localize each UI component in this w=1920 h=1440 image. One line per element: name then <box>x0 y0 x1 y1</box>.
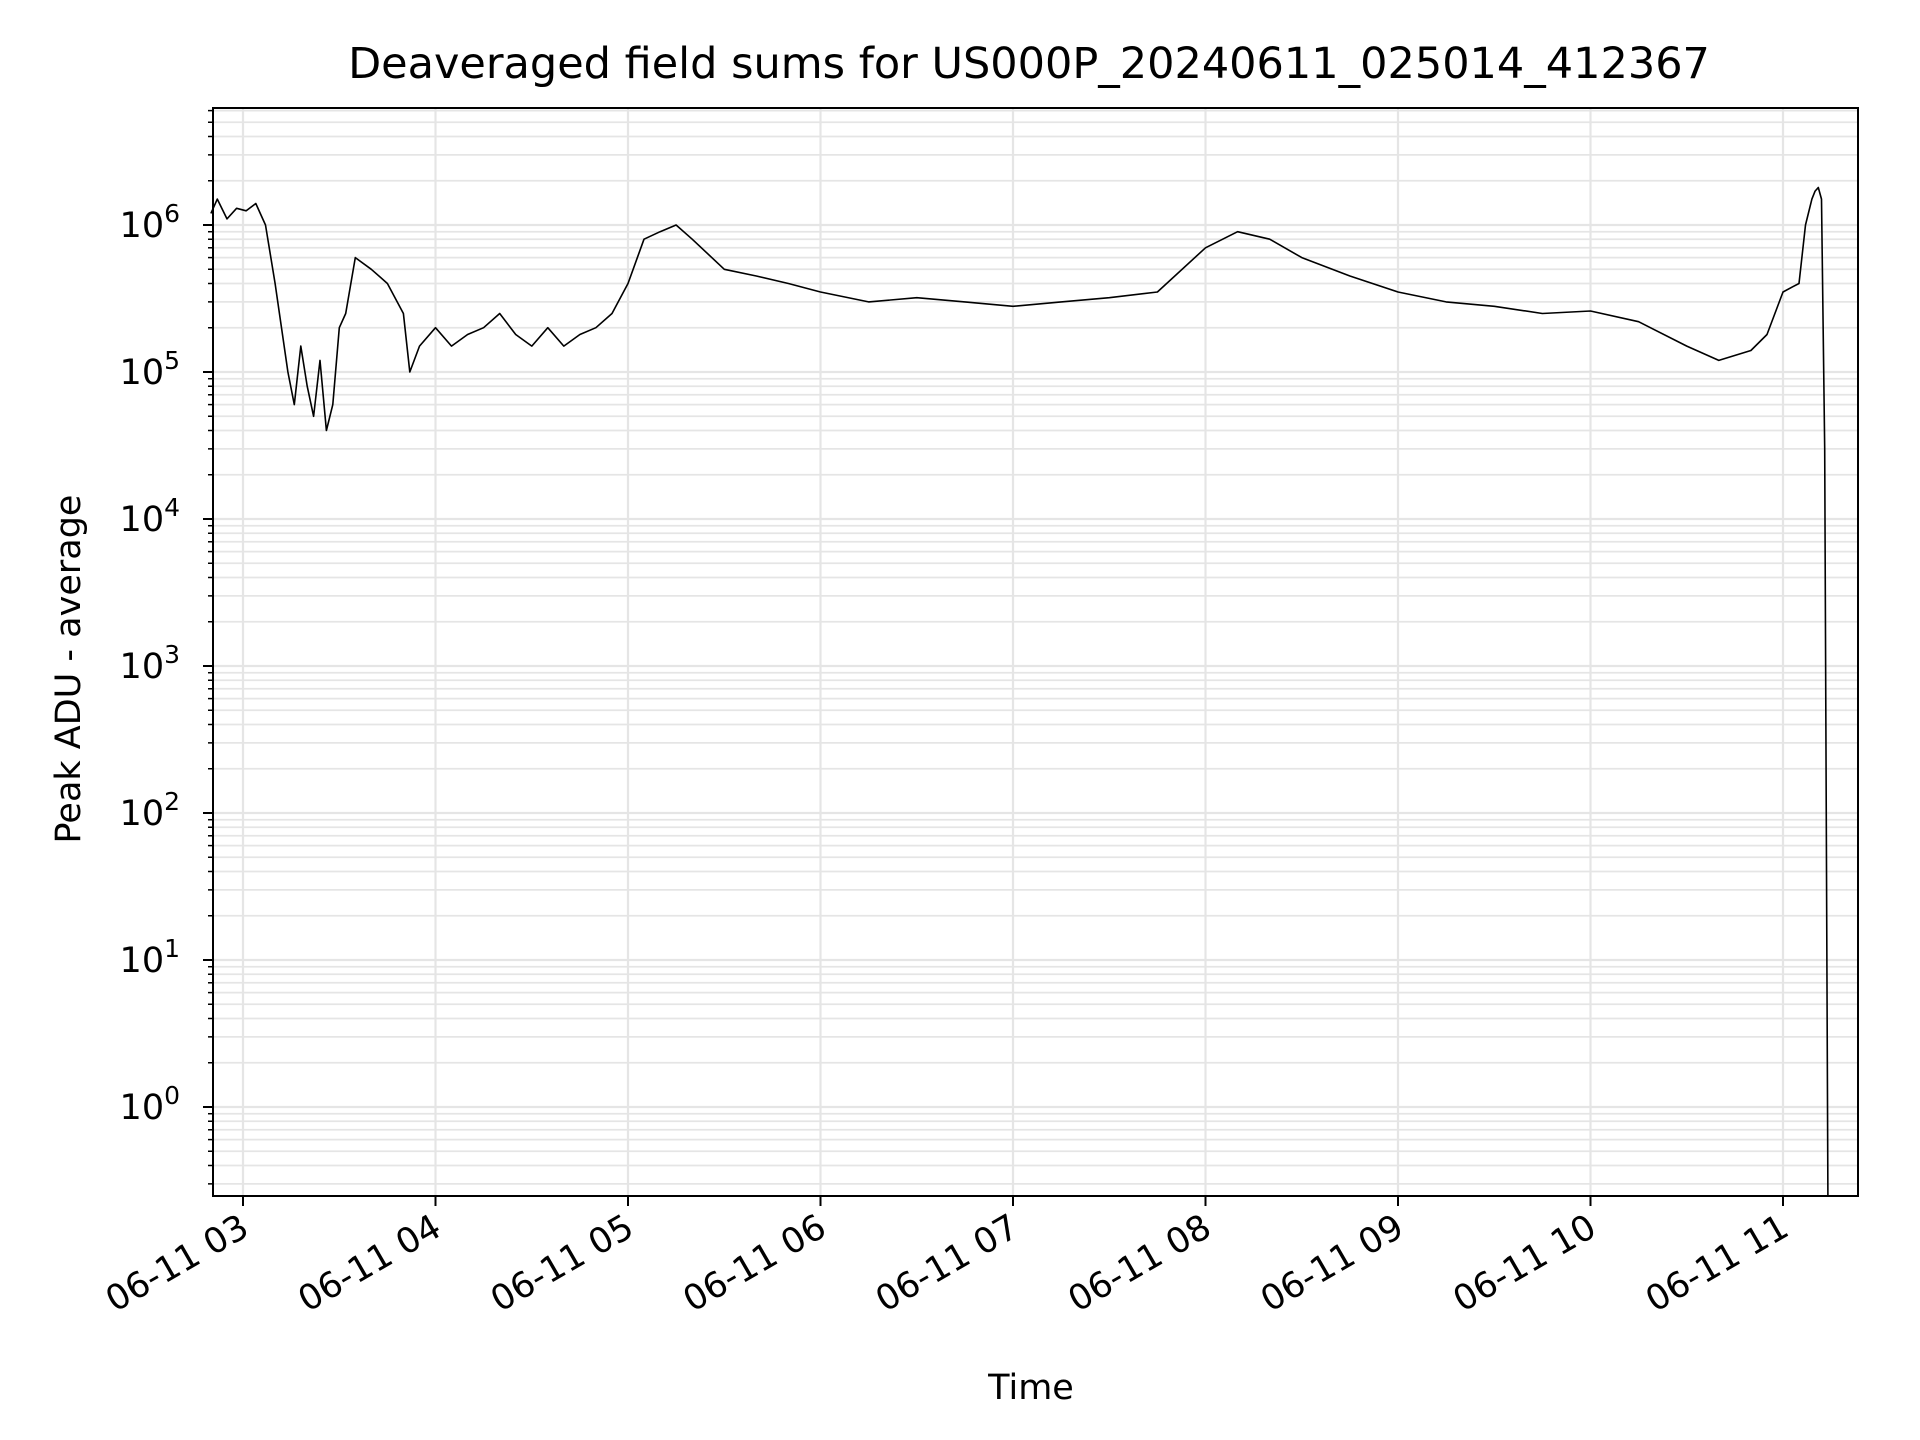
y-tick-label: 106 <box>120 199 180 246</box>
y-tick-label: 103 <box>120 640 180 687</box>
x-tick-label: 06-11 05 <box>484 1207 640 1320</box>
y-tick-label: 104 <box>120 493 180 540</box>
x-axis-label: Time <box>987 1368 1074 1408</box>
x-tick-label: 06-11 11 <box>1639 1207 1795 1320</box>
y-axis-label: Peak ADU - average <box>49 495 89 844</box>
data-series-line <box>210 186 1829 1196</box>
x-tick-label: 06-11 04 <box>292 1207 448 1320</box>
y-tick-label: 101 <box>120 934 180 981</box>
y-axis: 100 101 102 103 104 105 106 <box>120 109 213 1185</box>
major-gridlines <box>213 108 1858 1196</box>
y-tick-label: 102 <box>120 787 180 834</box>
x-axis: 06-11 03 06-11 04 06-11 05 06-11 06 06-11 07… <box>99 1196 1796 1320</box>
y-tick-label: 105 <box>120 346 180 393</box>
x-tick-label: 06-11 06 <box>677 1207 833 1320</box>
y-tick-label: 100 <box>120 1081 180 1128</box>
series-line-group <box>210 186 1829 1196</box>
x-tick-label: 06-11 09 <box>1254 1207 1410 1320</box>
minor-gridlines <box>213 109 1858 1185</box>
chart-title: Deaveraged field sums for US000P_2024061… <box>348 39 1710 89</box>
x-tick-label: 06-11 10 <box>1447 1207 1603 1320</box>
x-tick-label: 06-11 08 <box>1062 1207 1218 1320</box>
plot-frame <box>212 107 1859 1197</box>
x-tick-label: 06-11 03 <box>99 1207 255 1320</box>
x-tick-label: 06-11 07 <box>869 1207 1025 1320</box>
